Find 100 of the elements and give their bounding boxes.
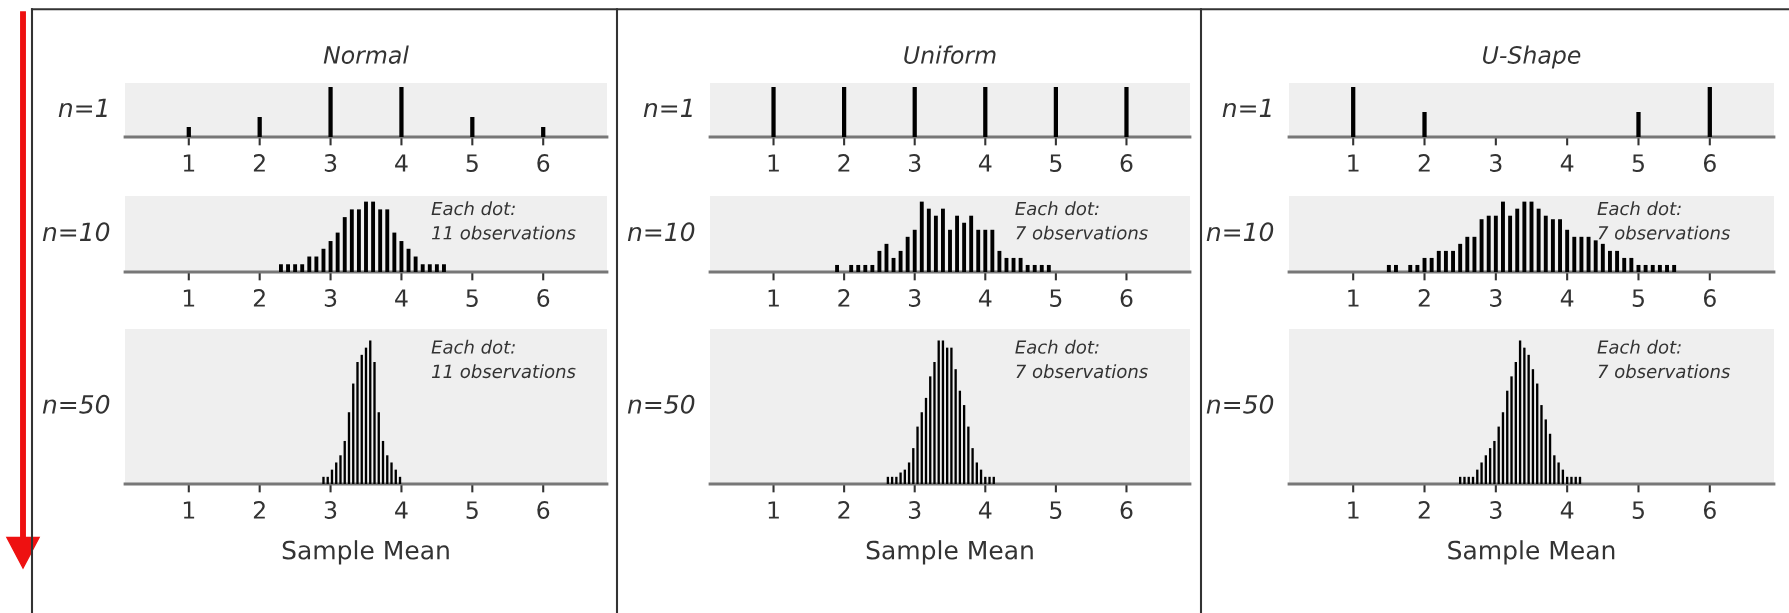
x-tick-label: 3	[908, 289, 921, 307]
annotation: Each dot: 7 observations	[1597, 201, 1731, 240]
bar	[1586, 236, 1591, 272]
annotation: Each dot: 7 observations	[1015, 339, 1148, 379]
bar	[955, 215, 959, 272]
bar	[1665, 264, 1669, 272]
bar	[1486, 215, 1491, 272]
bar	[912, 229, 917, 272]
x-tick-label: 3	[1490, 289, 1502, 307]
x-tick-label: 1	[768, 154, 779, 172]
bar	[328, 241, 333, 272]
x-tick-label: 5	[1632, 501, 1644, 519]
bar	[307, 256, 312, 272]
bar	[1429, 257, 1434, 272]
x-tick-label: 6	[1120, 501, 1133, 519]
x-tick-label: 3	[1490, 501, 1502, 519]
bar	[1615, 250, 1620, 272]
bar	[835, 264, 839, 272]
annotation: Each dot: 11 observations	[431, 201, 576, 240]
bar	[1493, 440, 1496, 484]
bar	[1565, 229, 1570, 272]
bar	[1443, 250, 1448, 272]
bar	[1570, 476, 1573, 484]
bar	[1451, 250, 1456, 272]
x-tick-label: 3	[908, 501, 921, 519]
x-tick-label: 4	[395, 501, 408, 519]
y-axis-title: n=50	[627, 394, 695, 414]
y-axis-title: n=50	[1206, 394, 1274, 414]
x-tick-label: 4	[395, 289, 408, 307]
bar	[300, 264, 305, 272]
x-tick-label: 5	[1050, 154, 1062, 172]
x-tick-label: 2	[1418, 501, 1430, 519]
x-tick-label: 4	[978, 154, 992, 172]
x-tick-label: 1	[183, 289, 195, 307]
bar	[364, 201, 368, 272]
bar	[983, 229, 988, 272]
x-tick-label: 2	[253, 154, 265, 172]
bar	[1543, 215, 1548, 272]
x-tick-label: 6	[1120, 154, 1133, 172]
bar	[1629, 257, 1634, 272]
x-tick-label: 5	[466, 154, 478, 172]
bar	[1415, 264, 1420, 272]
bar	[1436, 250, 1441, 272]
bar	[948, 229, 952, 272]
bar	[342, 217, 347, 272]
x-tick-label: 5	[1632, 154, 1644, 172]
bar	[413, 256, 418, 272]
x-tick-label: 5	[466, 501, 478, 519]
x-tick-label: 4	[978, 289, 992, 307]
bar	[356, 209, 361, 272]
bar	[1600, 243, 1605, 272]
bar	[856, 264, 861, 272]
x-tick-label: 4	[1560, 501, 1574, 519]
bar	[877, 250, 882, 272]
x-tick-label: 2	[838, 501, 850, 519]
chart-title: Uniform	[904, 45, 996, 64]
x-tick-label: 5	[1050, 289, 1062, 307]
x-tick-label: 1	[183, 501, 195, 519]
bar	[373, 362, 376, 484]
bar	[1480, 462, 1483, 484]
bar	[916, 426, 919, 484]
bar	[988, 476, 991, 484]
bar	[371, 201, 376, 272]
bar	[898, 250, 903, 272]
y-axis-title: n=1	[643, 98, 692, 117]
bar	[1540, 405, 1543, 484]
chart-title: U-Shape	[1483, 45, 1581, 69]
x-tick-label: 6	[1703, 289, 1716, 307]
bar	[335, 232, 340, 272]
bar	[969, 215, 974, 272]
x-tick-label: 1	[183, 154, 195, 172]
bar	[399, 241, 404, 272]
bar	[1593, 240, 1598, 272]
x-tick-label: 6	[1120, 289, 1133, 307]
bar	[997, 250, 1002, 272]
bar	[1046, 264, 1051, 272]
x-tick-label: 1	[1348, 289, 1359, 307]
y-axis-title: n=10	[42, 222, 110, 242]
x-tick-label: 1	[768, 501, 779, 519]
x-tick-label: 4	[1560, 289, 1574, 307]
bar	[849, 264, 854, 272]
bar	[967, 426, 970, 484]
bar	[1536, 208, 1541, 272]
x-tick-label: 3	[324, 154, 337, 172]
bar	[1025, 264, 1030, 272]
x-tick-label: 1	[768, 289, 779, 307]
bar	[339, 455, 342, 484]
bar	[286, 264, 290, 272]
bar	[1579, 236, 1584, 272]
y-axis-title: n=50	[42, 394, 110, 414]
x-tick-label: 2	[1418, 289, 1430, 307]
bar	[1657, 264, 1662, 272]
x-tick-label: 2	[253, 289, 265, 307]
x-tick-label: 4	[395, 154, 408, 172]
y-axis-title: n=1	[58, 98, 107, 117]
bar	[1510, 376, 1513, 484]
bar	[919, 201, 924, 272]
bar	[1018, 257, 1023, 272]
bar	[378, 209, 383, 272]
bar	[990, 229, 995, 272]
